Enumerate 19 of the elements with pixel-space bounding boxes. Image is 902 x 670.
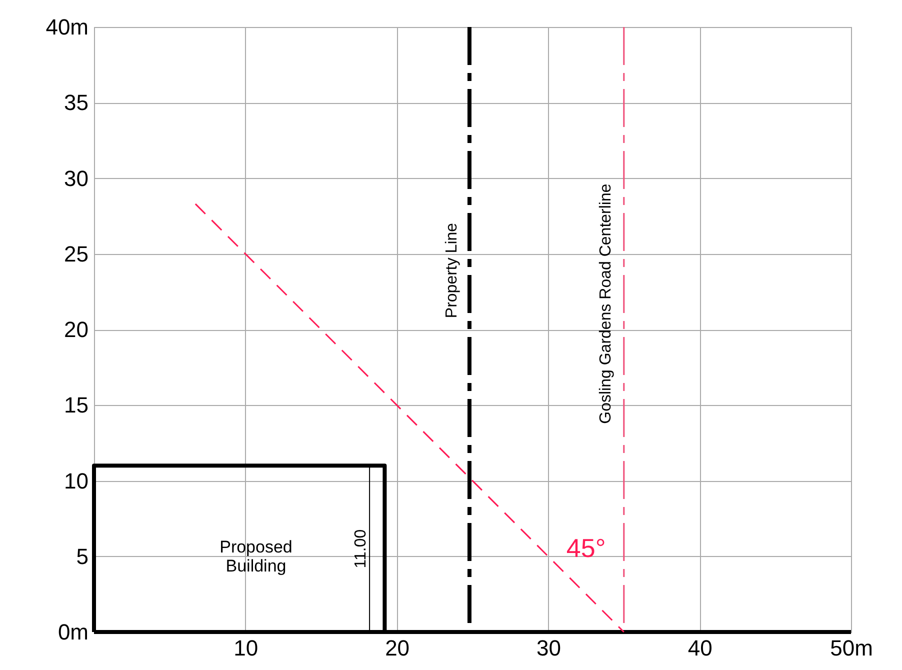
y-tick-label: 5 bbox=[76, 544, 88, 569]
y-tick-label: 30 bbox=[64, 166, 88, 191]
x-tick-label: 50m bbox=[830, 636, 873, 660]
x-tick-label: 30 bbox=[536, 636, 561, 660]
y-tick-label: 20 bbox=[64, 317, 88, 342]
x-tick-label: 10 bbox=[234, 636, 258, 660]
annotation: Proposed Building bbox=[220, 537, 292, 576]
y-tick-label: 35 bbox=[64, 90, 88, 116]
x-tick-label: 40 bbox=[688, 636, 712, 660]
y-tick-label: 10 bbox=[64, 468, 88, 494]
annotation: 45° bbox=[566, 532, 606, 563]
y-tick-label: 0m bbox=[58, 620, 88, 644]
y-tick-label: 25 bbox=[64, 241, 88, 266]
annotation: 11.00 bbox=[352, 529, 370, 568]
x-tick-label: 20 bbox=[385, 636, 410, 660]
y-tick-label: 40m bbox=[46, 14, 88, 40]
y-tick-label: 15 bbox=[64, 392, 88, 418]
ref-line-label: Property Line bbox=[443, 222, 460, 318]
ref-line-label: Gosling Gardens Road Centerline bbox=[598, 184, 615, 424]
